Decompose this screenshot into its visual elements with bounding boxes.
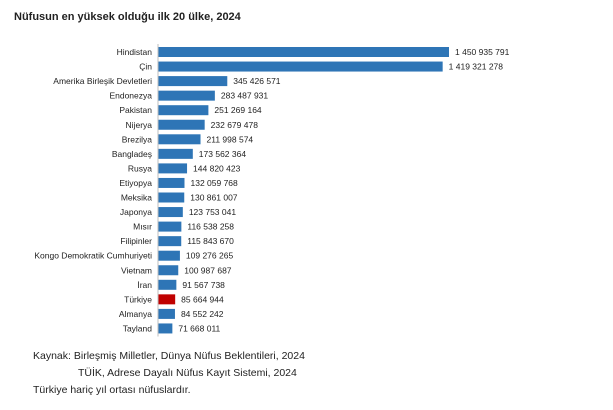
category-label-almanya: Almanya (119, 309, 152, 319)
value-label-pakistan: 251 269 164 (214, 105, 262, 115)
value-label-turkiye: 85 664 944 (181, 294, 224, 304)
bar-kongo-demokratik-cumhuriyeti (158, 250, 180, 261)
bar-turkiye (158, 294, 176, 305)
category-label-brezilya: Brezilya (122, 134, 153, 144)
bar-filipinler (158, 236, 182, 247)
category-label-banglades: Bangladeş (112, 149, 152, 159)
bar-endonezya (158, 90, 215, 101)
value-label-iran: 91 567 738 (182, 280, 225, 290)
category-label-japonya: Japonya (120, 207, 152, 217)
value-label-cin: 1 419 321 278 (449, 62, 504, 72)
bar-vietnam (158, 265, 179, 276)
bar-amerika-birlesik-devletleri (158, 76, 228, 87)
chart-title: Nüfusun en yüksek olduğu ilk 20 ülke, 20… (14, 11, 241, 23)
bar-almanya (158, 308, 175, 319)
category-label-hindistan: Hindistan (117, 47, 153, 57)
bar-chart: Hindistan 1 450 935 791 Çin 1 419 321 278 Am… (34, 44, 510, 337)
bar-etiyopya (158, 177, 185, 188)
value-label-almanya: 84 552 242 (181, 309, 224, 319)
value-label-vietnam: 100 987 687 (184, 265, 232, 275)
bar-meksika (158, 192, 185, 203)
bar-cin (158, 61, 443, 72)
value-label-brezilya: 211 998 574 (207, 134, 254, 144)
value-label-nijerya: 232 679 478 (211, 120, 259, 130)
value-label-etiyopya: 132 059 768 (190, 178, 238, 188)
category-label-amerika-birlesik-devletleri: Amerika Birleşik Devletleri (53, 76, 152, 86)
bar-nijerya (158, 119, 205, 130)
category-label-nijerya: Nijerya (126, 120, 153, 130)
category-label-turkiye: Türkiye (124, 294, 152, 304)
value-label-japonya: 123 753 041 (189, 207, 237, 217)
category-label-misir: Mısır (133, 222, 152, 232)
footnote-note: Türkiye hariç yıl ortası nüfuslardır. (33, 384, 191, 396)
source-line-2: TÜİK, Adrese Dayalı Nüfus Kayıt Sistemi,… (78, 367, 297, 379)
category-label-vietnam: Vietnam (121, 265, 152, 275)
category-label-etiyopya: Etiyopya (119, 178, 152, 188)
category-label-filipinler: Filipinler (120, 236, 152, 246)
bar-pakistan (158, 105, 209, 116)
value-label-rusya: 144 820 423 (193, 163, 241, 173)
category-label-tayland: Tayland (123, 323, 153, 333)
bar-misir (158, 221, 182, 232)
category-label-pakistan: Pakistan (119, 105, 152, 115)
category-label-endonezya: Endonezya (109, 91, 152, 101)
bar-japonya (158, 207, 183, 218)
category-label-kongo-demokratik-cumhuriyeti: Kongo Demokratik Cumhuriyeti (34, 251, 152, 261)
bar-banglades (158, 148, 193, 159)
value-label-kongo-demokratik-cumhuriyeti: 109 276 265 (186, 251, 234, 261)
bar-hindistan (158, 47, 449, 57)
value-label-endonezya: 283 487 931 (221, 91, 269, 101)
value-label-filipinler: 115 843 670 (187, 236, 234, 246)
bar-rusya (158, 163, 188, 174)
value-label-amerika-birlesik-devletleri: 345 426 571 (233, 76, 281, 86)
bar-iran (158, 279, 177, 290)
value-label-tayland: 71 668 011 (178, 323, 220, 333)
value-label-meksika: 130 861 007 (190, 193, 238, 203)
value-label-hindistan: 1 450 935 791 (455, 47, 510, 57)
source-line-1: Kaynak: Birleşmiş Milletler, Dünya Nüfus… (33, 350, 305, 362)
category-label-rusya: Rusya (128, 163, 152, 173)
value-label-banglades: 173 562 364 (199, 149, 247, 159)
category-label-meksika: Meksika (121, 193, 152, 203)
category-label-iran: İran (137, 280, 152, 290)
bar-brezilya (158, 134, 201, 145)
category-label-cin: Çin (139, 62, 152, 72)
value-label-misir: 116 538 258 (187, 222, 234, 232)
bar-tayland (158, 323, 173, 334)
footnotes: Kaynak: Birleşmiş Milletler, Dünya Nüfus… (33, 348, 305, 399)
